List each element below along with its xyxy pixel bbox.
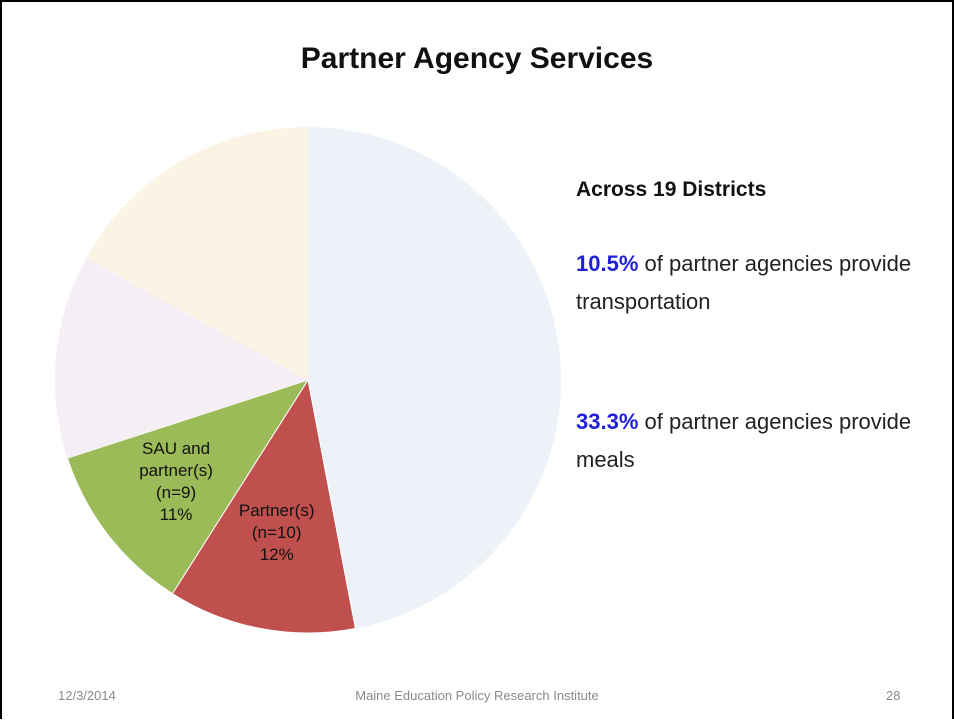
slide-title: Partner Agency Services	[300, 42, 654, 75]
slice-category: Partner(s) (n=10)	[238, 501, 315, 543]
slice-category: SAU and partner(s) (n=9)	[139, 439, 213, 503]
note-text: of partner agencies provide transportati…	[576, 251, 912, 314]
pie-slice	[308, 127, 562, 629]
pie-slice	[171, 378, 356, 634]
footer-organization: Maine Education Policy Research Institut…	[355, 688, 599, 703]
slice-value-label: 11%	[159, 505, 193, 525]
pie-slice	[55, 258, 308, 459]
pie-slice	[66, 379, 310, 595]
slice-label: Partner(s) (n=10) 12%	[222, 500, 332, 566]
panel-heading: Across 19 Districts	[576, 178, 767, 201]
note-text: of partner agencies provide meals	[576, 409, 912, 472]
pie-slice	[86, 127, 309, 380]
footer-page: 28	[886, 688, 901, 703]
slice-value-label: 12%	[259, 545, 294, 565]
note-highlight: 33.3%	[576, 409, 639, 434]
note-highlight: 10.5%	[576, 251, 639, 276]
note: 10.5% of partner agencies provide transp…	[576, 245, 936, 321]
footer-date: 12/3/2014	[58, 688, 116, 703]
slice-label: SAU and partner(s) (n=9) 11%	[121, 438, 231, 526]
note: 33.3% of partner agencies provide meals	[576, 403, 936, 479]
